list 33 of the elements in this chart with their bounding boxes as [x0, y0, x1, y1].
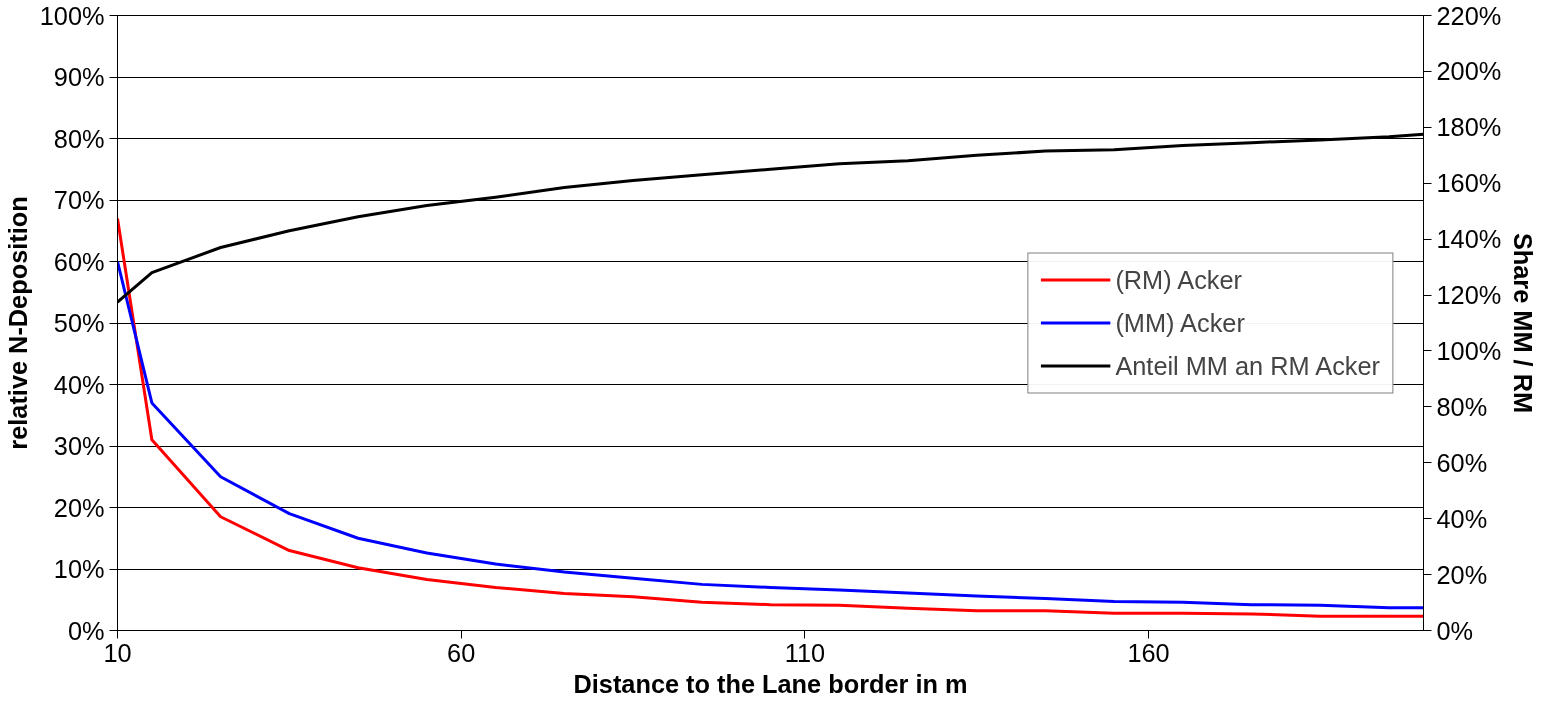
- y2-tick-label: 60%: [1436, 448, 1488, 477]
- legend-label: (MM) Acker: [1115, 308, 1245, 337]
- x-axis-title: Distance to the Lane border in m: [573, 669, 968, 698]
- y-tick-label: 100%: [39, 1, 105, 30]
- y-tick-label: 90%: [53, 63, 105, 91]
- y2-tick-label: 0%: [1436, 616, 1474, 645]
- x-tick-label: 60: [447, 638, 476, 667]
- y-tick-label: 80%: [53, 124, 105, 153]
- y-tick-label: 0%: [67, 616, 105, 645]
- y2-tick-label: 40%: [1436, 504, 1488, 533]
- y2-tick-label: 220%: [1436, 1, 1502, 30]
- legend-label: (RM) Acker: [1115, 265, 1243, 294]
- y-tick-label: 40%: [53, 370, 105, 399]
- y2-axis-title: Share MM / RM: [1509, 232, 1538, 414]
- legend-label: Anteil MM an RM Acker: [1115, 351, 1380, 380]
- y2-tick-label: 180%: [1436, 113, 1502, 142]
- x-tick-label: 110: [784, 638, 826, 667]
- y2-tick-label: 20%: [1436, 560, 1488, 589]
- y-tick-label: 30%: [53, 432, 105, 460]
- y2-tick-label: 100%: [1436, 336, 1502, 365]
- y2-tick-label: 120%: [1436, 281, 1502, 310]
- y2-tick-label: 140%: [1436, 225, 1502, 254]
- y-tick-label: 60%: [53, 247, 105, 276]
- y-tick-label: 20%: [53, 493, 105, 522]
- y-tick-label: 50%: [53, 309, 105, 337]
- y-tick-label: 10%: [53, 555, 105, 583]
- x-tick-label: 10: [103, 638, 132, 667]
- y2-tick-label: 200%: [1436, 57, 1502, 86]
- y-tick-label: 70%: [53, 186, 105, 214]
- x-tick-label: 160: [1127, 638, 1170, 667]
- y2-tick-label: 160%: [1436, 169, 1502, 198]
- y2-tick-label: 80%: [1436, 392, 1488, 421]
- y-axis-title: relative N-Deposition: [3, 196, 32, 450]
